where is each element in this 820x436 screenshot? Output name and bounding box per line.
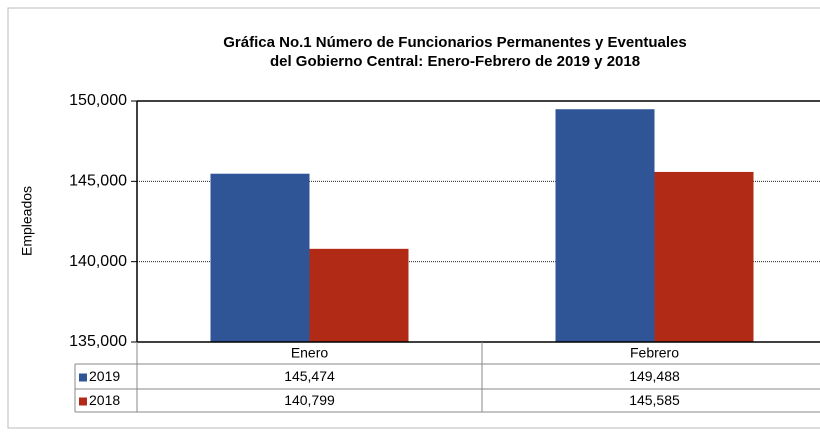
data-label: 140,799 bbox=[284, 392, 335, 408]
chart-title: Gráfica No.1 Número de Funcionarios Perm… bbox=[223, 34, 686, 51]
y-axis-label: Empleados bbox=[19, 186, 35, 256]
y-tick-label: 140,000 bbox=[69, 253, 127, 270]
legend-swatch bbox=[79, 373, 87, 382]
x-tick-label: Enero bbox=[291, 345, 329, 361]
y-tick-label: 135,000 bbox=[69, 333, 127, 350]
legend-label: 2018 bbox=[89, 392, 120, 408]
bar bbox=[309, 248, 409, 342]
legend-swatch bbox=[79, 397, 87, 406]
legend-label: 2019 bbox=[89, 368, 120, 384]
data-label: 145,585 bbox=[629, 392, 680, 408]
bar bbox=[555, 109, 655, 342]
bar bbox=[654, 171, 754, 342]
y-tick-label: 145,000 bbox=[69, 173, 127, 190]
data-label: 145,474 bbox=[284, 368, 335, 384]
bar bbox=[210, 173, 310, 342]
y-tick-label: 150,000 bbox=[69, 92, 127, 109]
chart-border bbox=[7, 7, 820, 429]
chart-title: del Gobierno Central: Enero-Febrero de 2… bbox=[270, 53, 640, 70]
data-label: 149,488 bbox=[629, 368, 680, 384]
x-tick-label: Febrero bbox=[630, 345, 679, 361]
